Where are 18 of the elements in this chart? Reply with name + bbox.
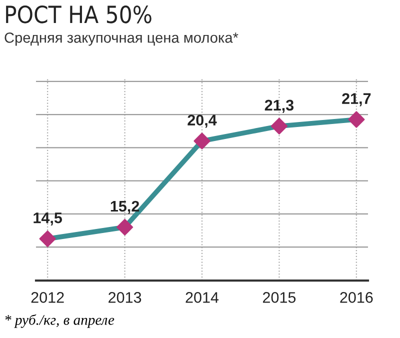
x-tick-label: 2012 [31, 292, 64, 303]
point [116, 218, 134, 236]
chart-subtitle: Средняя закупочная цена молока* [4, 32, 238, 46]
point [348, 111, 365, 128]
x-tick-label: 2014 [186, 292, 219, 303]
data-label: 14,5 [34, 212, 62, 226]
data-label: 15,2 [110, 200, 140, 214]
data-label: 21,7 [342, 93, 371, 106]
x-tick-label: 2016 [340, 292, 373, 303]
x-tick-label: 2015 [262, 292, 296, 303]
chart-title: РОСТ НА 50% [6, 5, 152, 24]
data-label: 20,4 [188, 114, 217, 128]
point [270, 118, 288, 134]
point [39, 230, 56, 248]
x-tick-label: 2013 [108, 292, 142, 303]
text: * руб./кг, в апреле [5, 314, 114, 328]
data-label: 21,3 [264, 100, 294, 113]
point [194, 132, 210, 150]
